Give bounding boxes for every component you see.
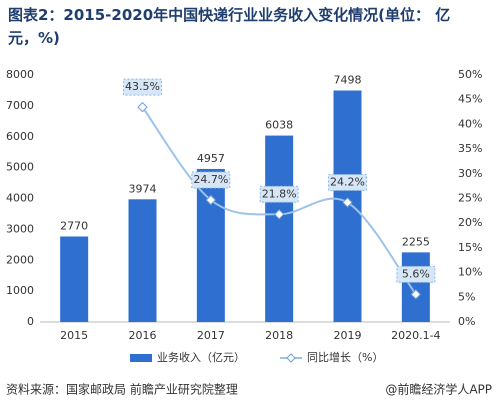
line-label-box bbox=[328, 173, 367, 191]
y-tick-label: 8000 bbox=[6, 68, 34, 81]
line-value-label: 24.7% bbox=[193, 173, 228, 186]
bar bbox=[196, 168, 225, 322]
y2-tick-label: 15% bbox=[458, 241, 482, 254]
line-label-box bbox=[396, 265, 436, 283]
bar bbox=[128, 199, 157, 322]
y2-tick-label: 5% bbox=[458, 290, 475, 303]
y-tick-label: 4000 bbox=[6, 192, 34, 205]
y-tick-label: 6000 bbox=[6, 130, 34, 143]
y-tick-label: 2000 bbox=[6, 253, 34, 266]
legend-swatch bbox=[130, 354, 152, 362]
line-value-label: 43.5% bbox=[125, 80, 160, 93]
y2-tick-label: 25% bbox=[458, 192, 482, 205]
line-marker bbox=[410, 289, 422, 300]
y-tick-label: 7000 bbox=[6, 99, 34, 112]
line-marker bbox=[273, 209, 285, 220]
y2-tick-label: 30% bbox=[458, 167, 482, 180]
line-label-box bbox=[191, 171, 231, 189]
bar-value-label: 2255 bbox=[402, 235, 430, 248]
y2-tick-label: 45% bbox=[458, 93, 482, 106]
bar-value-label: 3974 bbox=[129, 182, 157, 195]
x-tick-label: 2018 bbox=[265, 329, 293, 342]
line-value-label: 24.2% bbox=[330, 175, 365, 188]
legend-label: 业务收入（亿元） bbox=[157, 350, 245, 364]
y2-tick-label: 35% bbox=[458, 142, 482, 155]
y2-tick-label: 0% bbox=[458, 315, 475, 328]
y-tick-label: 5000 bbox=[6, 161, 34, 174]
x-tick-label: 2020.1-4 bbox=[391, 329, 440, 342]
line-marker bbox=[137, 101, 148, 113]
x-tick-label: 2015 bbox=[60, 329, 88, 342]
line-label-box bbox=[123, 78, 162, 96]
line-marker bbox=[342, 197, 353, 208]
legend-label: 同比增长（%） bbox=[307, 350, 383, 364]
x-tick-label: 2017 bbox=[197, 329, 225, 342]
bar bbox=[265, 135, 294, 322]
y2-tick-label: 40% bbox=[458, 117, 482, 130]
line-label-box bbox=[259, 185, 299, 203]
x-tick-label: 2016 bbox=[129, 329, 157, 342]
legend-marker bbox=[286, 353, 296, 363]
bar-value-label: 7498 bbox=[334, 73, 362, 86]
credit: @前瞻经济学人APP bbox=[385, 382, 492, 397]
x-tick-label: 2019 bbox=[334, 329, 362, 342]
y2-tick-label: 20% bbox=[458, 216, 482, 229]
source: 资料来源：国家邮政局 前瞻产业研究院整理 bbox=[6, 382, 238, 397]
bar-value-label: 4957 bbox=[197, 152, 225, 165]
y-tick-label: 0 bbox=[27, 315, 34, 328]
chart-title: 图表2：2015-2020年中国快递行业业务收入变化情况(单位： 亿元，%) bbox=[8, 6, 451, 47]
bar bbox=[60, 236, 89, 322]
line-value-label: 21.8% bbox=[262, 187, 297, 200]
bar-value-label: 2770 bbox=[60, 219, 88, 232]
y-tick-label: 1000 bbox=[6, 284, 34, 297]
bar bbox=[401, 252, 430, 322]
y-tick-label: 3000 bbox=[6, 222, 34, 235]
y2-tick-label: 10% bbox=[458, 266, 482, 279]
line-marker bbox=[205, 194, 217, 206]
line-value-label: 5.6% bbox=[402, 267, 430, 280]
bar-value-label: 6038 bbox=[265, 119, 293, 132]
y2-tick-label: 50% bbox=[458, 68, 482, 81]
